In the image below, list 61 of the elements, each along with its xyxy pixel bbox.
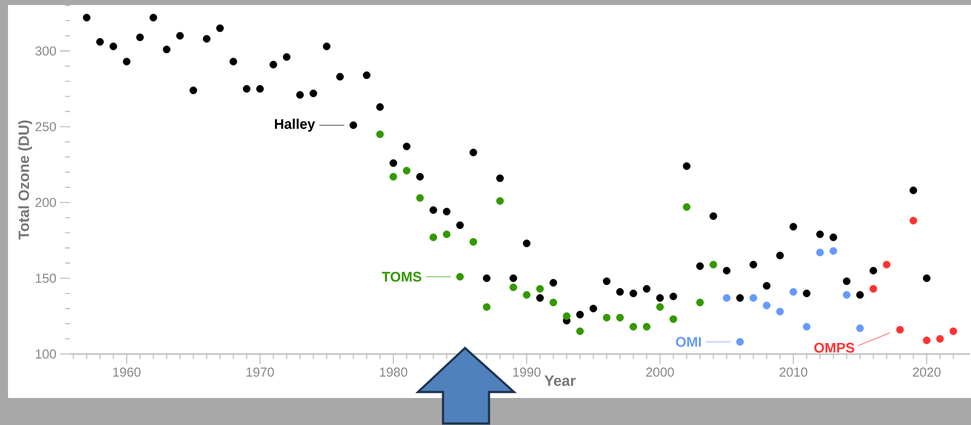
series-label: Halley: [274, 118, 316, 132]
point: [710, 260, 718, 268]
point: [896, 326, 904, 334]
point: [562, 312, 570, 320]
x-tick-label: 1960: [113, 368, 141, 377]
x-tick-label: 2010: [780, 368, 808, 377]
point: [430, 234, 438, 242]
point: [736, 338, 744, 346]
point: [722, 294, 730, 302]
y-tick-label: 250: [36, 122, 56, 132]
point: [776, 308, 784, 316]
point: [696, 298, 704, 306]
x-tick-label: 1970: [246, 368, 274, 377]
point: [842, 291, 850, 299]
point: [816, 248, 824, 256]
point: [856, 324, 864, 332]
point: [470, 238, 478, 246]
point: [882, 260, 890, 268]
point: [922, 336, 930, 344]
y-tick-label: 150: [36, 274, 56, 283]
point: [482, 303, 490, 311]
point: [870, 285, 878, 293]
point: [522, 291, 530, 299]
point: [550, 298, 558, 306]
point: [442, 230, 450, 238]
point: [456, 272, 464, 281]
point: [496, 197, 504, 205]
point: [830, 247, 838, 255]
x-tick-label: 1990: [513, 368, 541, 377]
point: [402, 166, 410, 174]
y-tick-label: 200: [36, 198, 56, 208]
point: [536, 285, 544, 293]
y-axis-title: Total Ozone (DU): [18, 120, 32, 240]
point: [750, 294, 758, 302]
point: [910, 216, 918, 224]
text: TOMS: [382, 272, 422, 282]
text: OMI: [676, 336, 701, 347]
point: [576, 327, 584, 336]
x-tick-label: 2020: [912, 368, 941, 377]
point: [630, 322, 638, 331]
point: [790, 288, 798, 296]
y-tick-label: 300: [35, 46, 56, 56]
point: [656, 303, 664, 311]
point: [416, 194, 424, 202]
point: [642, 322, 650, 331]
point: [936, 335, 944, 343]
point: [950, 327, 958, 336]
x-tick-label: 1980: [380, 368, 408, 377]
point: [376, 130, 384, 138]
text: OMPS: [814, 342, 854, 353]
y-tick-label: 100: [36, 349, 56, 359]
point: [670, 315, 678, 323]
point: [602, 314, 610, 322]
point: [762, 302, 770, 310]
point: [390, 172, 398, 181]
x-axis-title: Year: [544, 376, 576, 386]
point: [616, 314, 624, 322]
point: [802, 322, 810, 331]
x-tick-label: 2000: [646, 368, 674, 377]
point: [682, 203, 690, 211]
point: [510, 284, 518, 292]
